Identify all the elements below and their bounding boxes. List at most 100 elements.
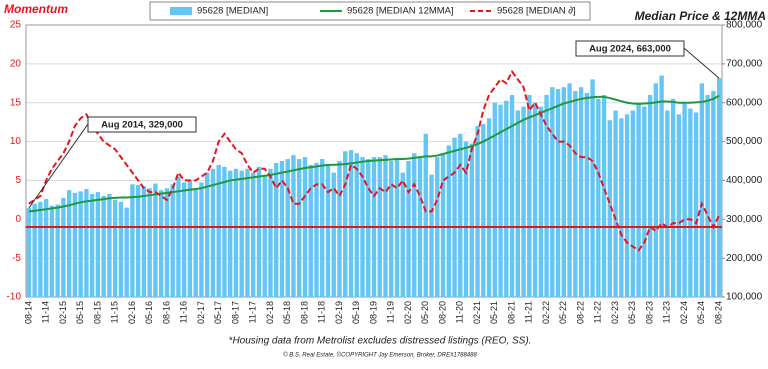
bar (630, 110, 636, 297)
bar (262, 176, 267, 297)
bar (504, 100, 509, 298)
x-tick-label: 08-22 (575, 301, 585, 324)
bar (141, 186, 147, 297)
x-tick-label: 05-24 (696, 301, 706, 324)
bar (239, 170, 244, 297)
bar (61, 197, 66, 297)
bar (406, 161, 411, 297)
x-tick-label: 08-17 (230, 301, 240, 324)
y2-tick-label: 600,000 (726, 97, 763, 108)
y-tick-label: 20 (10, 58, 22, 69)
bar (550, 87, 555, 298)
x-tick-label: 11-19 (386, 301, 396, 323)
bar (314, 162, 319, 297)
bar (32, 203, 37, 297)
bar (193, 188, 198, 297)
x-tick-label: 08-20 (437, 301, 447, 324)
bar (544, 94, 549, 297)
bar (118, 201, 124, 297)
bar (676, 114, 682, 297)
bar (636, 102, 641, 297)
bar (38, 201, 43, 297)
bar (601, 94, 607, 297)
bar (705, 94, 710, 297)
annotation-leader (683, 47, 720, 79)
bar (228, 170, 233, 297)
x-tick-label: 11-14 (41, 301, 51, 323)
x-tick-label: 08-21 (506, 301, 516, 324)
annotation-box (575, 40, 685, 57)
bar (429, 174, 434, 297)
bar (624, 114, 630, 297)
bar (538, 106, 543, 297)
y2-tick-label: 800,000 (726, 20, 763, 31)
x-tick-label: 05-23 (627, 301, 637, 324)
bar (199, 182, 204, 297)
x-tick-label: 05-18 (282, 301, 292, 324)
bar (331, 172, 336, 297)
x-tick-label: 02-22 (541, 301, 551, 324)
bar (26, 208, 32, 297)
bar (256, 166, 262, 297)
bar (78, 191, 83, 297)
annotation-leader (28, 123, 89, 209)
x-tick-label: 11-16 (179, 301, 189, 323)
y-tick-label: -10 (7, 292, 22, 303)
legend-swatch (170, 7, 192, 15)
bar (187, 180, 193, 297)
bar (596, 98, 601, 297)
bar (693, 112, 699, 297)
bar (423, 133, 428, 297)
bar (412, 153, 417, 297)
y2-tick-label: 100,000 (726, 292, 763, 303)
bar (492, 102, 497, 297)
bar (354, 153, 359, 297)
annotation: Aug 2024, 663,000 (589, 44, 671, 55)
bar (619, 118, 624, 297)
bar (147, 188, 152, 297)
bar (515, 110, 520, 297)
bar (112, 199, 118, 297)
bar (49, 205, 55, 297)
bar (84, 188, 89, 297)
bar (469, 143, 474, 297)
y-tick-label: -5 (12, 253, 21, 264)
bar (521, 106, 526, 297)
bar (440, 153, 446, 297)
credit: © B.S. Real Estate, ©COPYRIGHT Jay Emers… (283, 352, 477, 359)
bar (688, 108, 693, 298)
y2-tick-label: 700,000 (726, 58, 763, 69)
x-tick-label: 11-17 (248, 301, 258, 323)
bar (653, 83, 659, 298)
x-tick-label: 05-20 (420, 301, 430, 324)
bar (181, 182, 187, 297)
bar (665, 110, 670, 297)
y-tick-label: 10 (10, 136, 22, 147)
x-tick-label: 11-20 (455, 301, 465, 323)
x-tick-label: 11-15 (110, 301, 120, 323)
bar (308, 164, 313, 297)
x-tick-label: 08-24 (713, 301, 723, 324)
bar (158, 190, 164, 297)
x-tick-label: 08-23 (644, 301, 654, 324)
x-tick-label: 05-15 (75, 301, 85, 324)
bar (325, 164, 331, 297)
y-tick-label: 5 (15, 175, 21, 186)
y2-tick-label: 200,000 (726, 253, 763, 264)
bar (205, 172, 210, 297)
bar (509, 94, 515, 297)
bar (348, 150, 354, 297)
bar (389, 161, 394, 297)
x-tick-label: 02-20 (403, 301, 413, 324)
bar (486, 118, 492, 297)
bar (400, 172, 405, 297)
series-line (28, 94, 720, 213)
bar (153, 183, 158, 297)
x-tick-label: 02-24 (679, 301, 689, 324)
annotation-box (87, 116, 197, 133)
bar (101, 195, 106, 297)
bar (170, 184, 175, 297)
bar (647, 94, 653, 297)
bar (245, 168, 250, 297)
